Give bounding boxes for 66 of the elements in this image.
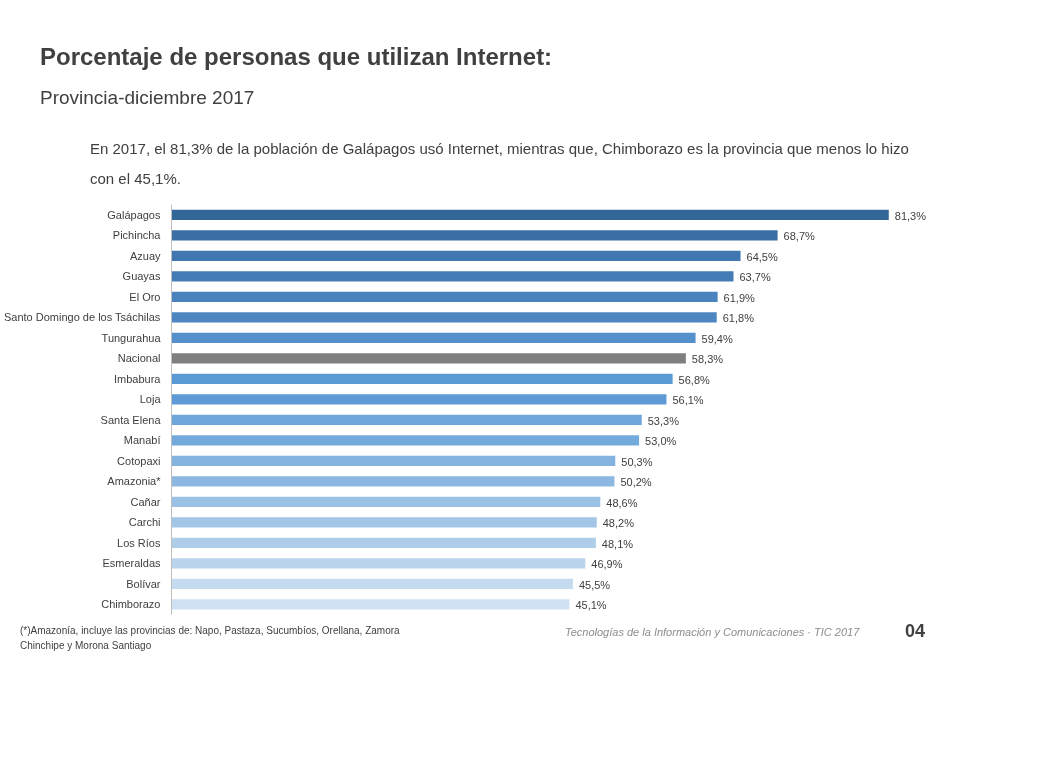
data-label: 64,5% (746, 251, 778, 264)
bar (171, 374, 673, 385)
y-tick-label: Loja (139, 393, 162, 406)
data-label: 46,9% (591, 558, 623, 571)
y-tick-label: El Oro (129, 291, 161, 304)
bar (171, 230, 778, 241)
y-tick-label: Cotopaxi (117, 455, 161, 468)
y-tick-label: Tungurahua (101, 332, 162, 345)
bar (171, 394, 667, 405)
bar (171, 435, 640, 446)
y-tick-label: Santa Elena (100, 414, 162, 427)
data-label: 59,4% (701, 333, 733, 346)
data-label: 45,1% (575, 599, 607, 612)
y-tick-label: Bolívar (126, 578, 161, 591)
y-tick-label: Los Ríos (117, 537, 161, 550)
bar (171, 558, 586, 569)
y-tick-label: Cañar (130, 496, 161, 509)
y-tick-label: Santo Domingo de los Tsáchilas (3, 311, 161, 324)
bar (171, 415, 642, 426)
bar (171, 476, 615, 487)
data-label: 53,0% (645, 435, 677, 448)
bar (171, 251, 741, 262)
y-tick-label: Carchi (128, 516, 161, 529)
bar (171, 579, 573, 590)
text: En 2017, el 81,3% de la población de Galápagos usó Internet, mientras que, Chimborazo es la provincia que menos lo hizo con el 45,1%. (90, 139, 910, 190)
bar (171, 497, 601, 508)
bar (171, 353, 686, 364)
chart-subtitle: Provincia-diciembre 2017 (40, 86, 255, 111)
data-label: 48,1% (601, 538, 634, 551)
data-label: 45,5% (578, 579, 611, 592)
bar (171, 456, 616, 467)
y-tick-label: Manabí (123, 434, 161, 447)
y-tick-label: Imbabura (114, 373, 162, 386)
data-label: 53,3% (647, 415, 680, 428)
bar (171, 312, 717, 323)
bar (171, 333, 696, 344)
data-label: 48,2% (602, 517, 635, 530)
data-label: 63,7% (739, 271, 771, 284)
text: 04 (905, 620, 926, 644)
data-label: 58,3% (691, 353, 724, 366)
y-tick-label: Amazonia* (107, 475, 162, 488)
bar (171, 538, 596, 549)
y-tick-label: Nacional (117, 352, 161, 365)
data-label: 61,8% (722, 312, 755, 325)
y-tick-label: Esmeraldas (102, 557, 161, 570)
bar (171, 271, 734, 282)
y-tick-label: Galápagos (107, 209, 161, 222)
data-label: 56,1% (672, 394, 704, 407)
y-tick-label: Guayas (122, 270, 161, 283)
data-label: 50,3% (621, 456, 653, 469)
bar (171, 517, 597, 528)
text: (*)Amazonía, incluye las provincias de: Napo, Pastaza, Sucumbíos, Orellana, Zamora Chinchipe y Morona Santiago (20, 624, 401, 653)
data-label: 50,2% (620, 476, 652, 489)
data-label: 48,6% (606, 497, 638, 510)
bar (171, 210, 889, 221)
chart-title: Porcentaje de personas que utilizan Internet: (40, 42, 553, 72)
bar (171, 292, 718, 303)
bar (171, 599, 570, 610)
y-tick-label: Azuay (129, 250, 161, 263)
data-label: 81,3% (894, 210, 927, 223)
data-label: 56,8% (678, 374, 711, 387)
y-tick-label: Pichincha (112, 229, 162, 242)
data-label: 61,9% (723, 292, 756, 305)
text: Tecnologías de la Información y Comunicaciones · TIC 2017 (565, 625, 860, 641)
data-label: 68,7% (783, 230, 816, 243)
y-tick-label: Chimborazo (101, 598, 161, 611)
